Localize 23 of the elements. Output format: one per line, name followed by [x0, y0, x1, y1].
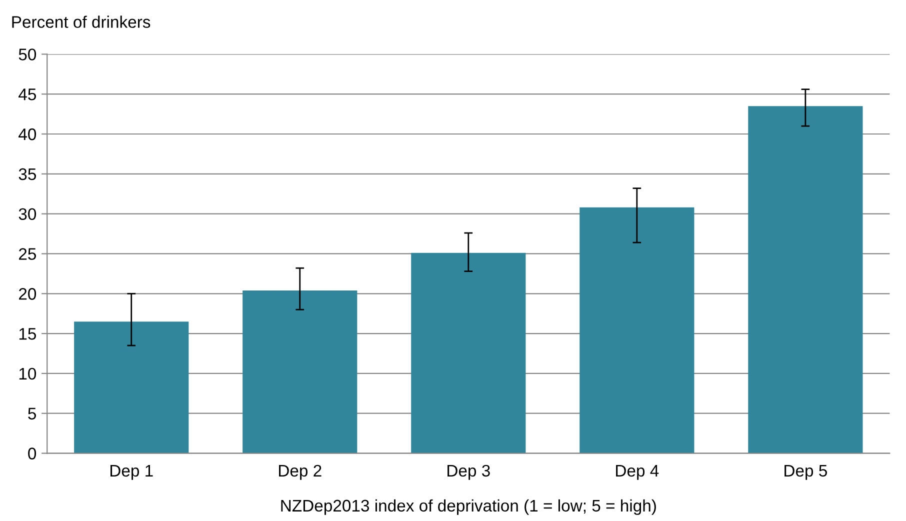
x-tick-label: Dep 4	[616, 464, 659, 480]
x-tick-label: Dep 3	[448, 464, 490, 480]
bar	[74, 322, 189, 454]
bar	[748, 106, 863, 454]
x-axis-title: NZDep2013 index of deprivation (1 = low; 5 = high)	[281, 499, 656, 515]
y-axis-title: Percent of drinkers	[12, 16, 150, 28]
y-tick-label: 45	[18, 88, 36, 100]
x-tick-label: Dep 2	[279, 464, 322, 480]
y-tick-label: 10	[19, 368, 36, 380]
y-tick-label: 5	[28, 408, 36, 420]
y-tick-label: 30	[18, 208, 36, 220]
y-tick-label: 0	[28, 448, 36, 460]
y-tick-label: 20	[18, 288, 36, 300]
bar	[580, 207, 694, 454]
x-tick-label: Dep 5	[784, 464, 827, 480]
y-tick-label: 25	[18, 248, 36, 260]
y-tick-label: 35	[18, 168, 36, 180]
bar	[242, 290, 358, 454]
x-tick-label: Dep 1	[110, 464, 153, 480]
y-tick-label: 40	[18, 128, 36, 140]
y-tick-label: 50	[18, 48, 36, 60]
bar	[411, 252, 526, 454]
y-tick-label: 15	[19, 328, 36, 340]
